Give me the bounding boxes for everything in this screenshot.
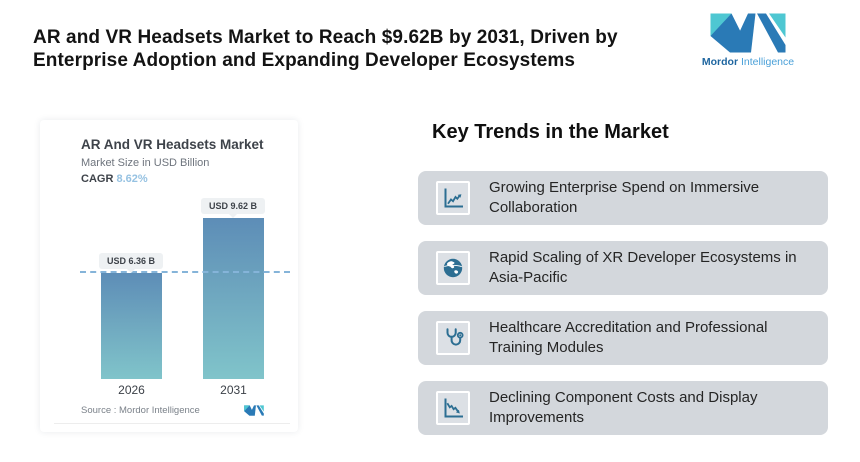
page-title-line1: AR and VR Headsets Market to Reach $9.62…: [33, 27, 618, 48]
chart-subtitle: Market Size in USD Billion: [81, 157, 210, 169]
cagr-row: CAGR 8.62%: [81, 173, 148, 185]
key-trends-heading: Key Trends in the Market: [432, 121, 669, 143]
page-title-line2: Enterprise Adoption and Expanding Develo…: [33, 50, 576, 71]
trend-text: Rapid Scaling of XR Developer Ecosystems…: [489, 249, 797, 286]
mordor-intelligence-logo: Mordor Intelligence: [700, 12, 796, 68]
value-label-2026: USD 6.36 B: [98, 253, 164, 269]
chart-title: AR And VR Headsets Market: [81, 137, 264, 152]
chart-increasing-icon: [436, 181, 470, 215]
trend-item-xr-ecosystems: Rapid Scaling of XR Developer Ecosystems…: [418, 241, 828, 295]
brand-name-light: Intelligence: [740, 56, 795, 68]
bar-2031: [203, 218, 264, 379]
trend-item-enterprise-spend: Growing Enterprise Spend on Immersive Co…: [418, 171, 828, 225]
trend-item-component-costs: Declining Component Costs and Display Im…: [418, 381, 828, 435]
mordor-logo-small-icon: [244, 405, 264, 416]
card-bottom-divider: [54, 423, 290, 424]
value-label-2031: USD 9.62 B: [200, 198, 266, 214]
mordor-logo-wordmark: Mordor Intelligence: [700, 56, 796, 68]
cagr-label: CAGR: [81, 173, 114, 185]
mordor-logo-icon: [710, 13, 786, 53]
trend-item-healthcare-training: Healthcare Accreditation and Professiona…: [418, 311, 828, 365]
chart-declining-icon: [436, 391, 470, 425]
trend-text: Growing Enterprise Spend on Immersive Co…: [489, 179, 760, 216]
x-axis-label-2026: 2026: [118, 383, 145, 397]
brand-name-bold: Mordor: [701, 56, 739, 68]
trend-text: Healthcare Accreditation and Professiona…: [489, 319, 768, 356]
x-axis-label-2031: 2031: [220, 383, 247, 397]
bar-chart-plot: USD 6.36 B USD 9.62 B: [40, 120, 298, 379]
reference-dashed-line: [80, 271, 290, 273]
stethoscope-icon: [436, 321, 470, 355]
bar-2026: [101, 273, 162, 379]
trend-text: Declining Component Costs and Display Im…: [489, 389, 758, 426]
chart-source: Source : Mordor Intelligence: [81, 405, 200, 416]
market-chart-card: USD 6.36 B USD 9.62 B AR And VR Headsets…: [40, 120, 298, 432]
cagr-value: 8.62%: [116, 173, 148, 185]
page-title: AR and VR Headsets Market to Reach $9.62…: [33, 26, 693, 72]
globe-icon: [436, 251, 470, 285]
